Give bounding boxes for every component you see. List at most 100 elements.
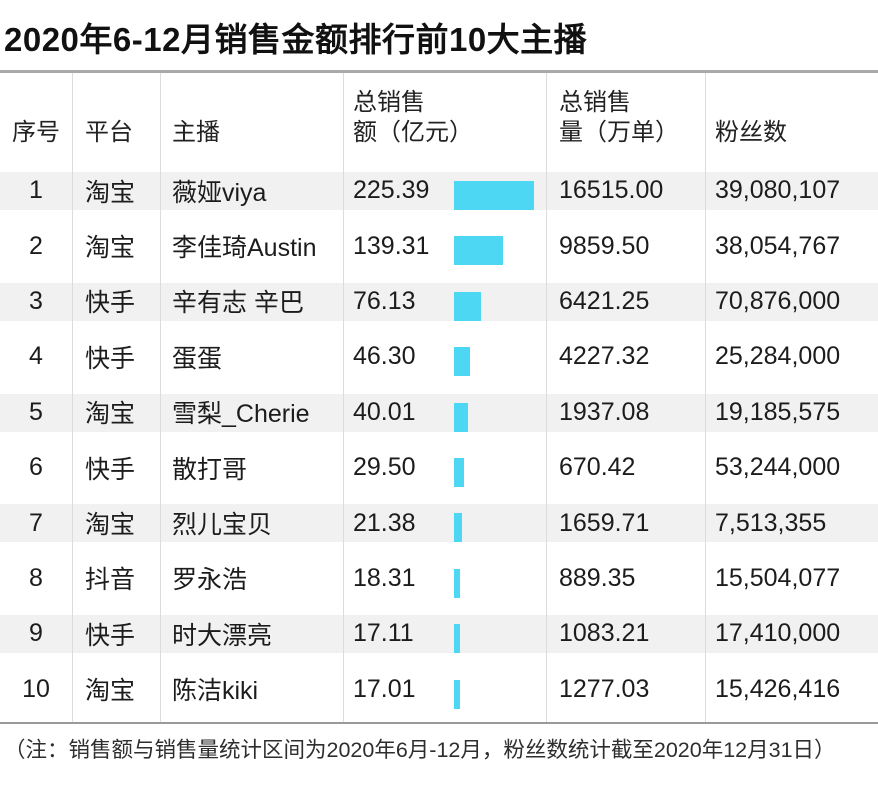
sales-bar — [454, 347, 470, 377]
cell-sales-amount: 17.01 — [343, 666, 546, 722]
cell-sales-amount: 18.31 — [343, 555, 546, 612]
cell-sales-volume: 889.35 — [546, 555, 705, 612]
table-row: 7 淘宝 烈儿宝贝 21.38 1659.71 7,513,355 — [0, 500, 878, 556]
cell-sales-volume: 4227.32 — [546, 334, 705, 390]
cell-platform: 淘宝 — [72, 389, 160, 445]
sales-bar — [454, 679, 460, 709]
cell-fans: 15,426,416 — [705, 666, 878, 722]
cell-fans: 53,244,000 — [705, 444, 878, 501]
cell-platform: 抖音 — [72, 555, 160, 612]
cell-rank: 5 — [29, 397, 43, 426]
table-row: 9 快手 时大漂亮 17.11 1083.21 17,410,000 — [0, 611, 878, 667]
cell-host: 李佳琦Austin — [160, 223, 343, 279]
cell-sales-volume: 1277.03 — [546, 666, 705, 722]
cell-platform: 快手 — [72, 278, 160, 335]
col-header-rank: 序号 — [12, 119, 60, 146]
cell-host: 辛有志 辛巴 — [160, 278, 343, 335]
cell-fans: 38,054,767 — [705, 223, 878, 279]
cell-rank: 2 — [29, 231, 43, 260]
cell-sales-amount: 76.13 — [343, 278, 546, 335]
cell-platform: 淘宝 — [72, 223, 160, 279]
cell-sales-volume: 1083.21 — [546, 611, 705, 667]
cell-sales-volume: 670.42 — [546, 444, 705, 501]
cell-rank: 9 — [29, 619, 43, 648]
cell-platform: 快手 — [72, 611, 160, 667]
cell-sales-volume: 1659.71 — [546, 500, 705, 556]
cell-rank: 6 — [29, 453, 43, 482]
col-header-sales-amount: 总销售 额（亿元） — [343, 73, 546, 168]
cell-rank: 10 — [22, 674, 50, 703]
table-row: 6 快手 散打哥 29.50 670.42 53,244,000 — [0, 444, 878, 501]
sales-bar — [454, 624, 460, 654]
cell-host: 陈洁kiki — [160, 666, 343, 722]
col-header-host: 主播 — [160, 73, 343, 168]
cell-sales-amount: 17.11 — [343, 611, 546, 667]
sales-bar — [454, 513, 462, 543]
sales-amount-value: 139.31 — [353, 231, 430, 260]
sales-amount-value: 76.13 — [353, 286, 416, 315]
cell-rank: 4 — [29, 342, 43, 371]
table-row: 5 淘宝 雪梨_Cherie 40.01 1937.08 19,185,575 — [0, 389, 878, 445]
table-header-row: 序号 平台 主播 总销售 额（亿元） 总销售 量（万单） 粉丝数 — [0, 73, 878, 168]
sales-amount-value: 17.11 — [353, 619, 414, 648]
cell-fans: 39,080,107 — [705, 168, 878, 224]
cell-host: 时大漂亮 — [160, 611, 343, 667]
cell-rank: 7 — [29, 508, 43, 537]
cell-sales-volume: 16515.00 — [546, 168, 705, 224]
cell-rank: 8 — [29, 563, 43, 592]
sales-bar — [454, 181, 534, 210]
cell-host: 散打哥 — [160, 444, 343, 501]
cell-fans: 19,185,575 — [705, 389, 878, 445]
cell-fans: 70,876,000 — [705, 278, 878, 335]
cell-host: 蛋蛋 — [160, 334, 343, 390]
cell-fans: 15,504,077 — [705, 555, 878, 612]
sales-bar — [454, 236, 503, 266]
sales-amount-value: 21.38 — [353, 508, 416, 537]
col-header-platform: 平台 — [72, 73, 160, 168]
cell-host: 烈儿宝贝 — [160, 500, 343, 556]
sales-bar — [454, 291, 481, 321]
cell-host: 雪梨_Cherie — [160, 389, 343, 445]
cell-sales-amount: 225.39 — [343, 168, 546, 224]
table-row: 4 快手 蛋蛋 46.30 4227.32 25,284,000 — [0, 334, 878, 390]
cell-rank: 3 — [29, 286, 43, 315]
cell-platform: 淘宝 — [72, 666, 160, 722]
table-row: 2 淘宝 李佳琦Austin 139.31 9859.50 38,054,767 — [0, 223, 878, 279]
cell-platform: 快手 — [72, 444, 160, 501]
col-header-fans: 粉丝数 — [705, 73, 878, 168]
table-bottom-divider — [0, 721, 878, 724]
cell-sales-amount: 139.31 — [343, 223, 546, 279]
sales-bar — [454, 568, 460, 598]
footnote: （注：销售额与销售量统计区间为2020年6月-12月，粉丝数统计截至2020年1… — [4, 737, 836, 762]
cell-sales-amount: 46.30 — [343, 334, 546, 390]
cell-platform: 快手 — [72, 334, 160, 390]
cell-rank: 1 — [29, 176, 43, 205]
cell-fans: 17,410,000 — [705, 611, 878, 667]
cell-host: 薇娅viya — [160, 168, 343, 224]
cell-platform: 淘宝 — [72, 168, 160, 224]
cell-sales-volume: 6421.25 — [546, 278, 705, 335]
table-row: 8 抖音 罗永浩 18.31 889.35 15,504,077 — [0, 555, 878, 612]
page-title: 2020年6-12月销售金额排行前10大主播 — [4, 21, 588, 58]
sales-bar — [454, 402, 468, 432]
col-header-sales-volume: 总销售 量（万单） — [546, 73, 705, 168]
table-row: 10 淘宝 陈洁kiki 17.01 1277.03 15,426,416 — [0, 666, 878, 722]
sales-amount-value: 40.01 — [353, 397, 416, 426]
table-row: 1 淘宝 薇娅viya 225.39 16515.00 39,080,107 — [0, 168, 878, 224]
table-row: 3 快手 辛有志 辛巴 76.13 6421.25 70,876,000 — [0, 278, 878, 335]
cell-fans: 7,513,355 — [705, 500, 878, 556]
sales-amount-value: 17.01 — [353, 674, 416, 703]
cell-sales-amount: 29.50 — [343, 444, 546, 501]
cell-host: 罗永浩 — [160, 555, 343, 612]
cell-sales-volume: 9859.50 — [546, 223, 705, 279]
cell-sales-volume: 1937.08 — [546, 389, 705, 445]
sales-bar — [454, 457, 464, 487]
title-divider — [0, 70, 878, 73]
table-body: 1 淘宝 薇娅viya 225.39 16515.00 39,080,107 2… — [0, 168, 878, 722]
sales-amount-value: 29.50 — [353, 453, 416, 482]
cell-sales-amount: 21.38 — [343, 500, 546, 556]
sales-amount-value: 18.31 — [353, 563, 416, 592]
sales-amount-value: 46.30 — [353, 342, 416, 371]
cell-platform: 淘宝 — [72, 500, 160, 556]
